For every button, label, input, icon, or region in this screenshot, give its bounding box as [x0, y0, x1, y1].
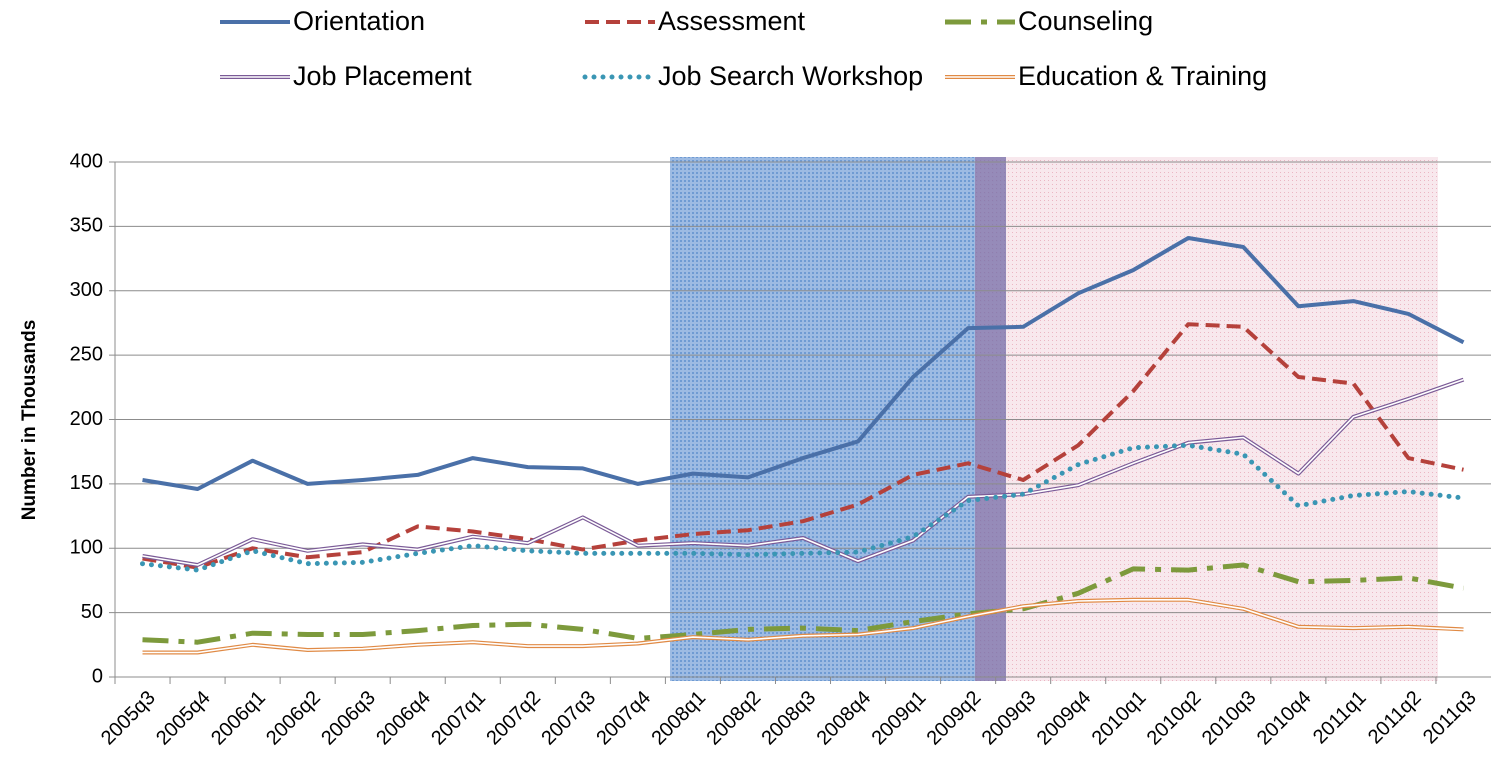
x-tick-label: 2006q1 — [207, 687, 270, 750]
line-core — [142, 378, 1464, 566]
legend-label: Orientation — [293, 6, 425, 36]
series-line — [140, 442, 1466, 573]
legend-label: Education & Training — [1018, 61, 1267, 91]
series-line — [142, 236, 1465, 491]
x-tick-label: 2006q4 — [372, 687, 435, 750]
x-tick-label: 2008q2 — [702, 687, 765, 750]
x-tick-label: 2010q1 — [1088, 687, 1151, 750]
x-tick-label: 2010q4 — [1253, 687, 1316, 750]
x-tick-label: 2009q1 — [868, 687, 931, 750]
x-tick-label: 2006q2 — [262, 687, 325, 750]
legend-label: Counseling — [1018, 6, 1153, 36]
y-tick-label: 0 — [92, 665, 103, 687]
legend-label: Job Search Workshop — [658, 61, 923, 91]
line-core — [142, 599, 1464, 654]
x-tick-label: 2008q4 — [813, 687, 876, 750]
x-tick-label: 2007q2 — [482, 687, 545, 750]
x-tick-label: 2007q1 — [427, 687, 490, 750]
x-tick-label: 2009q2 — [923, 687, 986, 750]
x-tick-label: 2011q1 — [1309, 687, 1371, 749]
x-tick-label: 2010q2 — [1143, 687, 1206, 750]
x-tick-label: 2009q4 — [1033, 687, 1096, 750]
y-axis-label: Number in Thousands — [19, 320, 40, 521]
x-tick-label: 2007q4 — [592, 687, 655, 750]
x-tick-label: 2011q2 — [1364, 687, 1426, 749]
x-tick-label: 2008q3 — [758, 687, 821, 750]
x-tick-label: 2005q4 — [152, 687, 215, 750]
legend-label: Job Placement — [293, 61, 472, 91]
x-tick-label: 2006q3 — [317, 687, 380, 750]
y-tick-label: 50 — [81, 601, 103, 623]
y-tick-label: 250 — [70, 343, 103, 365]
series-line — [142, 562, 1464, 645]
y-tick-label: 200 — [70, 408, 103, 430]
y-tick-label: 400 — [70, 150, 103, 172]
y-tick-label: 150 — [70, 472, 103, 494]
x-tick-label: 2009q3 — [978, 687, 1041, 750]
x-tick-label: 2008q1 — [647, 687, 710, 750]
x-tick-label: 2010q3 — [1198, 687, 1261, 750]
x-tick-label: 2011q3 — [1419, 687, 1481, 749]
y-tick-label: 100 — [70, 537, 103, 559]
legend-label: Assessment — [658, 6, 806, 36]
x-tick-label: 2007q3 — [537, 687, 600, 750]
series-line — [142, 322, 1464, 570]
y-tick-label: 300 — [70, 279, 103, 301]
x-tick-label: 2005q3 — [97, 687, 160, 750]
y-tick-label: 350 — [70, 215, 103, 237]
